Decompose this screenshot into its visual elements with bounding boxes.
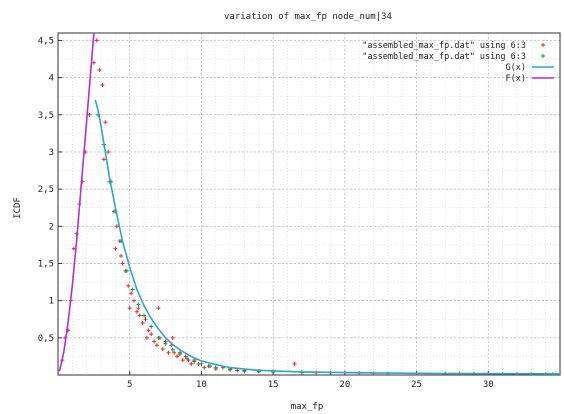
data-point — [189, 361, 194, 366]
data-point — [129, 291, 134, 296]
series-layer — [58, 33, 560, 375]
data-point — [180, 358, 185, 363]
data-point — [91, 60, 96, 65]
data-point — [140, 320, 145, 325]
data-point — [101, 157, 106, 162]
y-tick-label: 4,5 — [38, 36, 54, 46]
data-point — [185, 356, 190, 361]
data-point — [106, 149, 111, 154]
legend: "assembled_max_fp.dat" using 6:3"assembl… — [362, 41, 554, 84]
data-point — [127, 306, 132, 311]
legend-swatch — [541, 54, 545, 58]
x-tick-label: 20 — [339, 380, 350, 390]
data-point — [183, 354, 188, 359]
axis-ticks: 5 10 15 20 25 30 0,5 1 1,5 2 2,5 3 3,5 4 4,5 — [38, 36, 494, 390]
x-tick-label: 5 — [127, 380, 132, 390]
data-point — [175, 354, 180, 359]
data-point — [120, 261, 125, 266]
y-tick-label: 3 — [49, 148, 54, 158]
data-point — [144, 335, 149, 340]
data-point — [103, 120, 108, 125]
data-point — [132, 298, 137, 303]
data-point — [166, 350, 171, 355]
series-line — [58, 33, 95, 372]
series-line — [94, 99, 560, 375]
plot-frame — [57, 32, 561, 376]
data-point — [119, 254, 124, 259]
y-axis-label: ICDF — [13, 197, 23, 219]
data-point — [113, 246, 118, 251]
data-point — [192, 359, 197, 364]
data-point — [146, 328, 151, 333]
series-1 — [60, 38, 548, 375]
y-tick-label: 1,5 — [38, 259, 54, 269]
legend-swatch — [541, 43, 545, 47]
data-point — [160, 346, 165, 351]
data-point — [124, 268, 129, 273]
data-point — [152, 339, 157, 344]
data-point — [136, 306, 141, 311]
data-point — [170, 347, 175, 352]
data-point — [143, 317, 148, 322]
data-point — [97, 68, 102, 73]
data-point — [137, 313, 142, 318]
data-point — [134, 309, 139, 314]
x-axis-label: max_fp — [291, 402, 324, 412]
data-point — [94, 38, 99, 43]
data-point — [206, 364, 211, 369]
data-point — [87, 112, 92, 117]
legend-label: "assembled_max_fp.dat" using 6:3 — [362, 52, 526, 62]
data-point — [177, 352, 182, 357]
y-tick-label: 2 — [49, 222, 54, 232]
y-tick-label: 0,5 — [38, 334, 54, 344]
y-tick-label: 1 — [49, 297, 54, 307]
y-tick-label: 3,5 — [38, 111, 54, 121]
x-tick-label: 25 — [411, 380, 422, 390]
data-point — [235, 368, 240, 373]
data-point — [126, 283, 131, 288]
legend-label: "assembled_max_fp.dat" using 6:3 — [362, 41, 526, 51]
x-tick-label: 10 — [196, 380, 207, 390]
grid — [58, 33, 560, 375]
data-point — [202, 365, 207, 370]
data-point — [114, 224, 119, 229]
x-tick-label: 15 — [268, 380, 279, 390]
data-point — [172, 350, 177, 355]
series-4 — [58, 33, 95, 372]
y-tick-label: 2,5 — [38, 185, 54, 195]
data-point — [142, 313, 147, 318]
data-point — [156, 306, 161, 311]
data-point — [292, 361, 297, 366]
data-point — [199, 361, 204, 366]
data-point — [149, 332, 154, 337]
legend-label: F(x) — [506, 74, 526, 84]
series-3 — [94, 99, 560, 375]
data-point — [213, 365, 218, 370]
y-tick-label: 4 — [49, 74, 54, 84]
chart-title: variation of max_fp node_num|34 — [224, 12, 392, 22]
data-point — [130, 287, 135, 292]
data-point — [154, 343, 159, 348]
data-point — [163, 341, 168, 346]
data-point — [136, 302, 141, 307]
data-point — [100, 83, 105, 88]
data-point — [156, 335, 161, 340]
data-point — [149, 324, 154, 329]
legend-label: G(x) — [506, 63, 526, 73]
x-tick-label: 30 — [483, 380, 494, 390]
data-point — [170, 335, 175, 340]
